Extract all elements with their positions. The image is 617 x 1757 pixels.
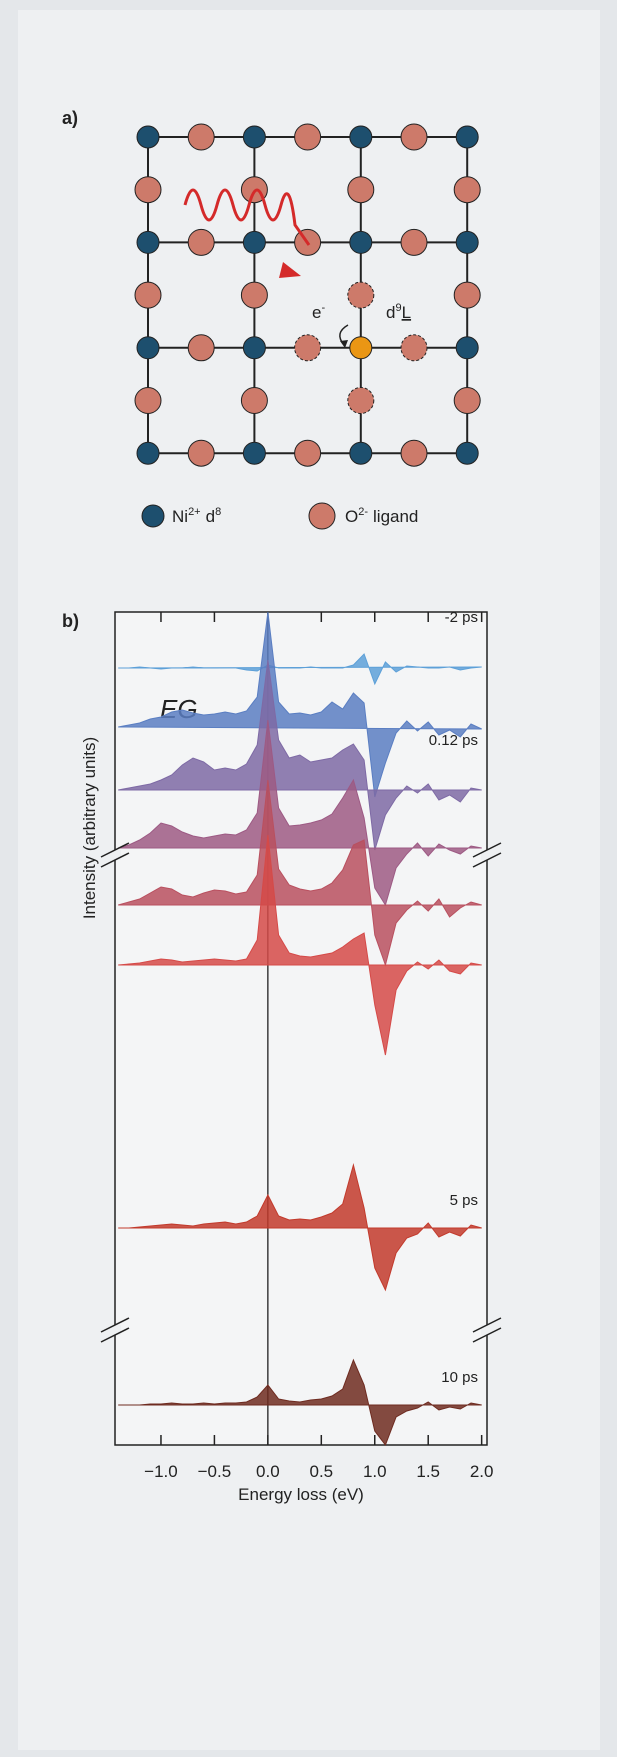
ni-site (136, 336, 160, 360)
break-mark (472, 1327, 502, 1343)
electron-sup: - (321, 302, 325, 314)
plot-frame (114, 611, 488, 1446)
x-axis-label: Energy loss (eV) (238, 1485, 364, 1504)
ni-site (242, 441, 266, 465)
series-label: 0.12 ps (429, 732, 478, 749)
state-label: d9L (386, 302, 411, 322)
o-site (347, 387, 375, 414)
spectrum (118, 611, 482, 798)
x-tick-label: 0.0 (256, 1462, 280, 1481)
o-site (347, 281, 375, 309)
ni-site (349, 336, 373, 360)
x-tick-label: −1.0 (144, 1462, 178, 1481)
o-site (453, 281, 481, 309)
ni-site (242, 125, 266, 149)
legend-text: d (206, 507, 215, 526)
o-site (347, 176, 375, 204)
spectrum (118, 1163, 482, 1292)
spectrum (118, 719, 482, 907)
o-site (134, 176, 162, 204)
series-label: 10 ps (441, 1369, 478, 1386)
spectrum (118, 653, 482, 686)
state-ligand: L (402, 303, 411, 322)
hop-arrow-head (340, 340, 348, 348)
break-mark (100, 852, 130, 868)
o-site (400, 228, 428, 256)
o-site (400, 439, 428, 467)
break-mark (472, 1317, 502, 1333)
ni-site (455, 336, 479, 360)
spectrum (118, 659, 482, 851)
o-site (453, 176, 481, 204)
ni-site (349, 441, 373, 465)
legend-ni: Ni2+ d8 (172, 506, 221, 526)
break-gap (109, 850, 121, 860)
ni-site (136, 230, 160, 254)
lattice (134, 123, 481, 467)
series-label: -2 ps (445, 609, 478, 626)
x-tick-label: 0.5 (309, 1462, 333, 1481)
ni-site (349, 125, 373, 149)
ni-site (242, 230, 266, 254)
ni-site (455, 441, 479, 465)
o-site (187, 228, 215, 256)
ni-site (136, 125, 160, 149)
o-site (400, 334, 428, 362)
break-mark (100, 1327, 130, 1343)
light-pulse (183, 188, 311, 246)
legend-text: ligand (373, 507, 418, 526)
x-tick-label: 1.5 (416, 1462, 440, 1481)
ni-site (136, 441, 160, 465)
legend-sup: 8 (215, 506, 221, 518)
break-gap (109, 1325, 121, 1335)
o-site (453, 387, 481, 414)
x-tick-label: 1.0 (363, 1462, 387, 1481)
legend-o: O2- ligand (345, 506, 418, 526)
spectrum (118, 779, 482, 967)
arrow-head (279, 262, 301, 278)
x-tick-label: 2.0 (470, 1462, 494, 1481)
break-mark (100, 1317, 130, 1333)
legend-sup: 2- (358, 506, 368, 518)
o-site (294, 334, 322, 362)
o-site (134, 387, 162, 414)
legend-text: Ni (172, 507, 188, 526)
break-gap (481, 850, 493, 860)
break-gap (481, 1325, 493, 1335)
o-site (240, 387, 268, 414)
y-axis-label: Intensity (arbitrary units) (80, 737, 99, 919)
o-site (187, 334, 215, 362)
spectrum (118, 1358, 482, 1447)
electron-text: e (312, 303, 321, 322)
o-site (400, 123, 428, 151)
ni-site (455, 125, 479, 149)
panel-label: b) (62, 611, 79, 631)
ni-site (242, 336, 266, 360)
legend-sup: 2+ (188, 506, 201, 518)
break-mark (100, 842, 130, 858)
o-site (294, 439, 322, 467)
electron-label: e- (312, 302, 325, 322)
ni-site (455, 230, 479, 254)
o-site (134, 281, 162, 309)
legend-marker-o (308, 502, 336, 530)
state-sup: 9 (395, 302, 401, 314)
x-tick-label: −0.5 (198, 1462, 232, 1481)
legend-marker-ni (141, 504, 165, 528)
state-text: d (386, 303, 395, 322)
break-mark (472, 852, 502, 868)
o-site (294, 123, 322, 151)
plot: −1.0 −0.5 0.0 0.5 1.0 1.5 2.0 -2 ps 0.12 ps 5 ps 1… (100, 609, 502, 1481)
break-mark (472, 842, 502, 858)
legend-text: O (345, 507, 358, 526)
series-label: 5 ps (450, 1192, 478, 1209)
spectrum (118, 834, 482, 1056)
o-site (187, 123, 215, 151)
o-site (187, 439, 215, 467)
ni-site (349, 230, 373, 254)
panel-label: a) (62, 108, 78, 128)
o-site (240, 281, 268, 309)
